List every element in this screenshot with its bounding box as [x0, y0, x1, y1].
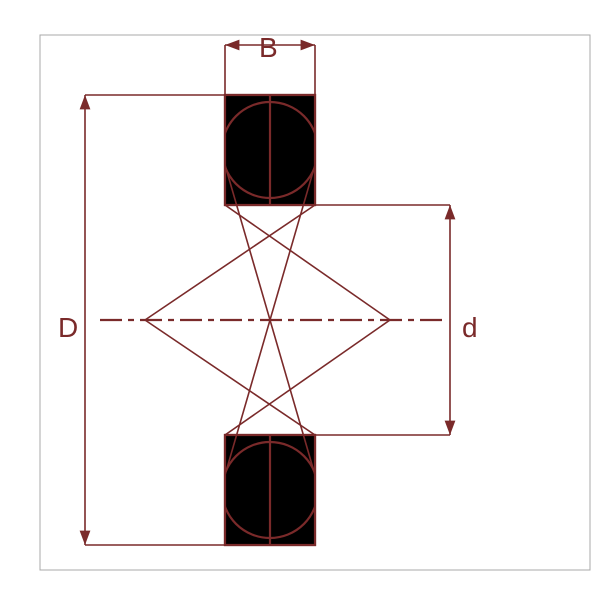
bearing-diagram — [0, 0, 600, 600]
label-B: B — [259, 32, 278, 64]
label-D: D — [58, 312, 78, 344]
label-d: d — [462, 312, 478, 344]
